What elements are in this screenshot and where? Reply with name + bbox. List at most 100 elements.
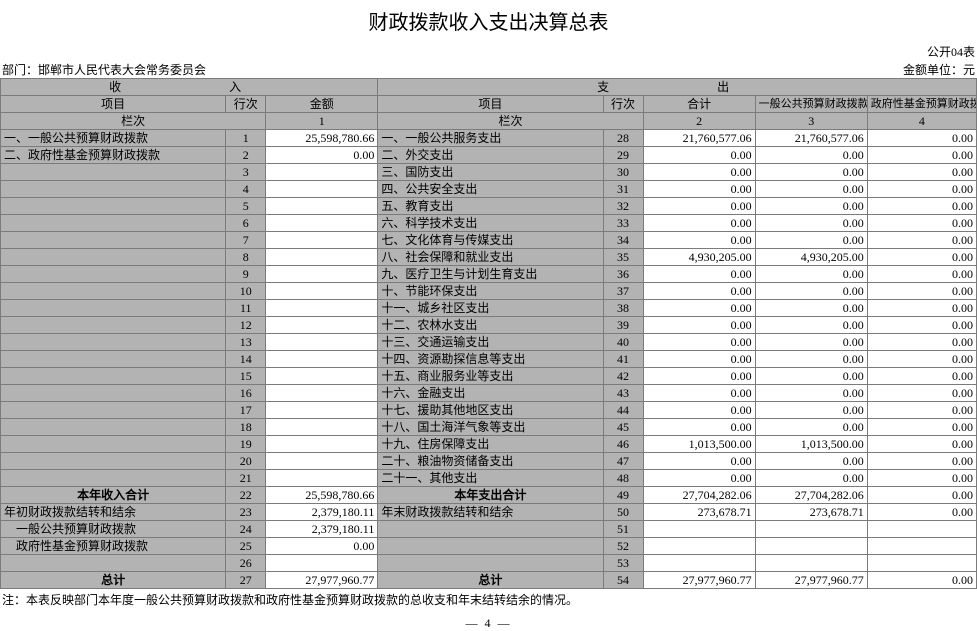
cell-out-item: 二十、粮油物资储备支出 (378, 453, 603, 470)
cell-out-item: 九、医疗卫生与计划生育支出 (378, 266, 603, 283)
cell-in-amount (266, 402, 378, 419)
table-row: 2653 (1, 555, 977, 572)
cell-out-val-2: 0.00 (867, 130, 976, 147)
cell-out-val-0 (643, 521, 755, 538)
col-line-out: 行次 (603, 96, 643, 113)
cell-out-item: 十七、援助其他地区支出 (378, 402, 603, 419)
table-row: 总计2727,977,960.77总计5427,977,960.7727,977… (1, 572, 977, 589)
cell-out-line: 49 (603, 487, 643, 504)
cell-out-item: 十一、城乡社区支出 (378, 300, 603, 317)
cell-in-line: 4 (226, 181, 266, 198)
table-row: 16十六、金融支出430.000.000.00 (1, 385, 977, 402)
cell-out-val-1: 0.00 (755, 402, 867, 419)
cell-in-line: 14 (226, 351, 266, 368)
lz-in: 栏次 (1, 113, 266, 130)
table-row: 11十一、城乡社区支出380.000.000.00 (1, 300, 977, 317)
table-row: 15十五、商业服务业等支出420.000.000.00 (1, 368, 977, 385)
cell-out-line: 33 (603, 215, 643, 232)
dept-label: 部门： (2, 63, 38, 77)
dept-line: 部门：邯郸市人民代表大会常务委员会 (2, 61, 206, 78)
cell-out-line: 44 (603, 402, 643, 419)
cell-out-val-2: 0.00 (867, 351, 976, 368)
header-income-text: 收 入 (109, 80, 269, 94)
cell-out-item: 十二、农林水支出 (378, 317, 603, 334)
cell-out-item (378, 521, 603, 538)
cell-in-amount: 0.00 (266, 538, 378, 555)
cell-out-val-2: 0.00 (867, 266, 976, 283)
cell-out-val-2: 0.00 (867, 147, 976, 164)
header-row-section: 收 入 支 出 (1, 79, 977, 96)
cell-out-val-0: 27,704,282.06 (643, 487, 755, 504)
cell-in-amount (266, 419, 378, 436)
cell-out-item: 十四、资源勘探信息等支出 (378, 351, 603, 368)
cell-out-val-1: 0.00 (755, 470, 867, 487)
cell-out-val-0: 0.00 (643, 266, 755, 283)
cell-out-val-0: 0.00 (643, 283, 755, 300)
cell-out-line: 54 (603, 572, 643, 589)
cell-out-val-0: 0.00 (643, 368, 755, 385)
cell-in-item (1, 470, 226, 487)
cell-out-line: 31 (603, 181, 643, 198)
cell-out-val-0: 0.00 (643, 147, 755, 164)
cell-in-item (1, 453, 226, 470)
cell-out-item: 一、一般公共服务支出 (378, 130, 603, 147)
cell-in-item: 二、政府性基金预算财政拨款 (1, 147, 226, 164)
cell-out-line: 43 (603, 385, 643, 402)
cell-in-amount: 2,379,180.11 (266, 504, 378, 521)
cell-in-line: 17 (226, 402, 266, 419)
cell-in-line: 15 (226, 368, 266, 385)
cell-out-val-1: 27,977,960.77 (755, 572, 867, 589)
cell-in-item: 本年收入合计 (1, 487, 226, 504)
table-row: 7七、文化体育与传媒支出340.000.000.00 (1, 232, 977, 249)
cell-in-item (1, 198, 226, 215)
table-row: 14十四、资源勘探信息等支出410.000.000.00 (1, 351, 977, 368)
cell-in-item (1, 419, 226, 436)
cell-out-line: 52 (603, 538, 643, 555)
cell-out-val-1: 0.00 (755, 283, 867, 300)
cell-out-val-0 (643, 538, 755, 555)
table-row: 年初财政拨款结转和结余232,379,180.11年末财政拨款结转和结余5027… (1, 504, 977, 521)
cell-out-val-0: 0.00 (643, 215, 755, 232)
cell-out-val-1: 21,760,577.06 (755, 130, 867, 147)
dept-name: 邯郸市人民代表大会常务委员会 (38, 63, 206, 77)
table-row: 12十二、农林水支出390.000.000.00 (1, 317, 977, 334)
cell-in-item (1, 368, 226, 385)
table-row: 6六、科学技术支出330.000.000.00 (1, 215, 977, 232)
cell-in-item: 政府性基金预算财政拨款 (1, 538, 226, 555)
cell-out-line: 35 (603, 249, 643, 266)
cell-in-item (1, 164, 226, 181)
footnote: 注：本表反映部门本年度一般公共预算财政拨款和政府性基金预算财政拨款的总收支和年末… (0, 589, 977, 608)
cell-out-val-2: 0.00 (867, 164, 976, 181)
cell-in-line: 9 (226, 266, 266, 283)
table-row: 本年收入合计2225,598,780.66本年支出合计4927,704,282.… (1, 487, 977, 504)
cell-in-amount (266, 300, 378, 317)
cell-out-val-1: 0.00 (755, 317, 867, 334)
cell-out-val-1: 0.00 (755, 334, 867, 351)
cell-in-item (1, 249, 226, 266)
table-row: 8八、社会保障和就业支出354,930,205.004,930,205.000.… (1, 249, 977, 266)
cell-out-item: 总计 (378, 572, 603, 589)
cell-out-val-0: 0.00 (643, 317, 755, 334)
cell-out-item: 十、节能环保支出 (378, 283, 603, 300)
cell-out-line: 51 (603, 521, 643, 538)
page-number: — 4 — (0, 608, 977, 631)
cell-out-val-2: 0.00 (867, 402, 976, 419)
cell-out-val-0: 0.00 (643, 334, 755, 351)
cell-out-item: 年末财政拨款结转和结余 (378, 504, 603, 521)
cell-out-val-0: 273,678.71 (643, 504, 755, 521)
cell-out-line: 50 (603, 504, 643, 521)
col-item-out: 项目 (378, 96, 603, 113)
cell-in-item (1, 402, 226, 419)
table-row: 13十三、交通运输支出400.000.000.00 (1, 334, 977, 351)
cell-out-val-1: 0.00 (755, 351, 867, 368)
col-total: 合计 (643, 96, 755, 113)
cell-in-item: 总计 (1, 572, 226, 589)
cell-out-val-0: 1,013,500.00 (643, 436, 755, 453)
cell-in-line: 2 (226, 147, 266, 164)
cell-in-amount (266, 215, 378, 232)
cell-in-item (1, 232, 226, 249)
cell-out-val-2: 0.00 (867, 572, 976, 589)
cell-out-val-1: 0.00 (755, 181, 867, 198)
cell-in-amount: 2,379,180.11 (266, 521, 378, 538)
cell-in-line: 11 (226, 300, 266, 317)
